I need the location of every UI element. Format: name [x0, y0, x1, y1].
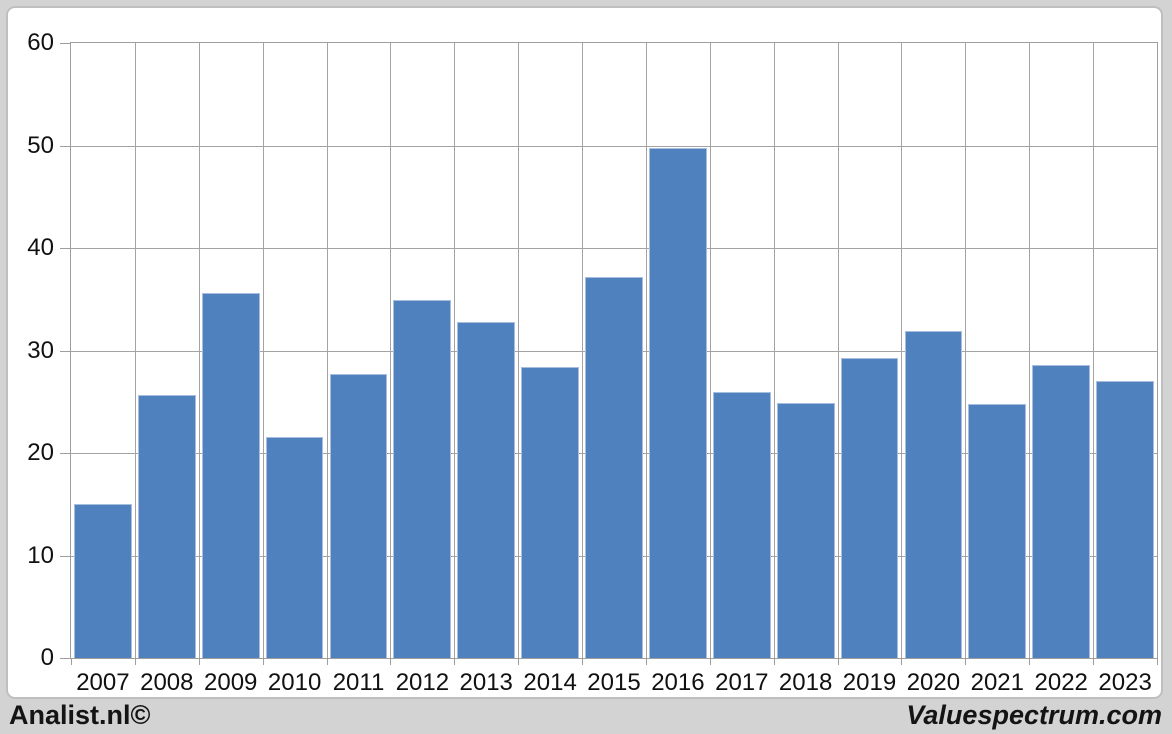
bar-2021	[968, 403, 1027, 658]
footer-bar: Analist.nl© Valuespectrum.com	[0, 699, 1172, 734]
gridline-vertical	[838, 43, 839, 658]
bar-2011	[329, 374, 388, 658]
x-axis-label: 2017	[715, 669, 769, 696]
gridline-vertical	[710, 43, 711, 658]
x-axis-label: 2023	[1098, 669, 1152, 696]
x-axis-label: 2012	[395, 669, 450, 696]
bar-2008	[137, 394, 196, 658]
x-axis-tick	[199, 659, 200, 665]
y-axis-label: 0	[40, 644, 54, 671]
x-axis-tick	[901, 659, 902, 665]
x-axis-label: 2013	[459, 669, 513, 696]
bar-2017	[712, 391, 771, 658]
y-axis-tick	[60, 556, 70, 557]
x-axis-label: 2007	[76, 669, 130, 696]
x-axis-label: 2008	[140, 669, 194, 696]
bar-2012	[393, 300, 452, 658]
x-axis-tick	[774, 659, 775, 665]
gridline-vertical	[646, 43, 647, 658]
y-axis-tick	[60, 658, 70, 659]
x-axis-label: 2015	[587, 669, 641, 696]
gridline-vertical	[1029, 43, 1030, 658]
gridline-vertical	[518, 43, 519, 658]
gridline-vertical	[390, 43, 391, 658]
x-axis-label: 2019	[842, 669, 897, 696]
x-axis-tick	[518, 659, 519, 665]
x-axis-label: 2010	[267, 669, 322, 696]
x-axis-tick	[327, 659, 328, 665]
y-axis-tick	[60, 351, 70, 352]
bar-2018	[776, 402, 835, 658]
y-axis-tick	[60, 43, 70, 44]
bar-2009	[201, 293, 260, 658]
bar-2022	[1032, 364, 1091, 658]
y-axis-label: 60	[27, 29, 54, 56]
y-axis-tick	[60, 146, 70, 147]
bar-2015	[585, 276, 643, 658]
bar-2013	[457, 321, 516, 658]
x-axis-tick	[263, 659, 264, 665]
analist-attribution-text: Analist.nl©	[9, 700, 151, 730]
x-axis-tick	[965, 659, 966, 665]
bar-2023	[1096, 381, 1154, 658]
x-axis-tick	[454, 659, 455, 665]
x-axis-tick	[646, 659, 647, 665]
bar-2010	[265, 436, 324, 658]
x-axis-tick	[135, 659, 136, 665]
gridline-vertical	[135, 43, 136, 658]
gridline-vertical	[454, 43, 455, 658]
x-axis-tick	[838, 659, 839, 665]
bar-2020	[904, 331, 963, 658]
x-axis-label: 2011	[332, 669, 385, 696]
gridline-vertical	[327, 43, 328, 658]
gridline-vertical	[199, 43, 200, 658]
valuespectrum-attribution-text: Valuespectrum.com	[906, 700, 1162, 730]
bar-2007	[74, 504, 132, 658]
x-axis-label: 2018	[778, 669, 833, 696]
x-axis-label: 2020	[906, 669, 961, 696]
gridline-vertical	[1093, 43, 1094, 658]
x-axis-tick	[71, 659, 72, 665]
bar-2016	[648, 147, 707, 658]
x-axis-tick	[390, 659, 391, 665]
x-axis-tick	[1157, 659, 1158, 665]
x-axis-tick	[1093, 659, 1094, 665]
x-axis-label: 2009	[203, 669, 258, 696]
gridline-vertical	[901, 43, 902, 658]
gridline-horizontal	[71, 146, 1157, 147]
bar-2019	[840, 357, 899, 658]
gridline-vertical	[263, 43, 264, 658]
y-axis-label: 50	[27, 132, 54, 159]
gridline-vertical	[582, 43, 583, 658]
plot-area	[70, 42, 1158, 659]
bar-2014	[521, 366, 580, 658]
y-axis-label: 40	[27, 234, 54, 261]
y-axis-label: 10	[27, 542, 54, 569]
x-axis-tick	[1029, 659, 1030, 665]
y-axis-label: 20	[27, 439, 54, 466]
x-axis-label: 2014	[523, 669, 577, 696]
x-axis-label: 2021	[970, 669, 1024, 696]
chart-container: 0 10 20 30 40 50 60 2007 2008 2009 2010 2011 2012 201…	[6, 6, 1163, 699]
gridline-horizontal	[71, 248, 1157, 249]
x-axis-tick	[710, 659, 711, 665]
x-axis-label: 2022	[1034, 669, 1088, 696]
y-axis-tick	[60, 453, 70, 454]
gridline-vertical	[774, 43, 775, 658]
y-axis-label: 30	[27, 337, 54, 364]
x-axis-tick	[582, 659, 583, 665]
y-axis-tick	[60, 248, 70, 249]
gridline-vertical	[965, 43, 966, 658]
x-axis-label: 2016	[651, 669, 705, 696]
